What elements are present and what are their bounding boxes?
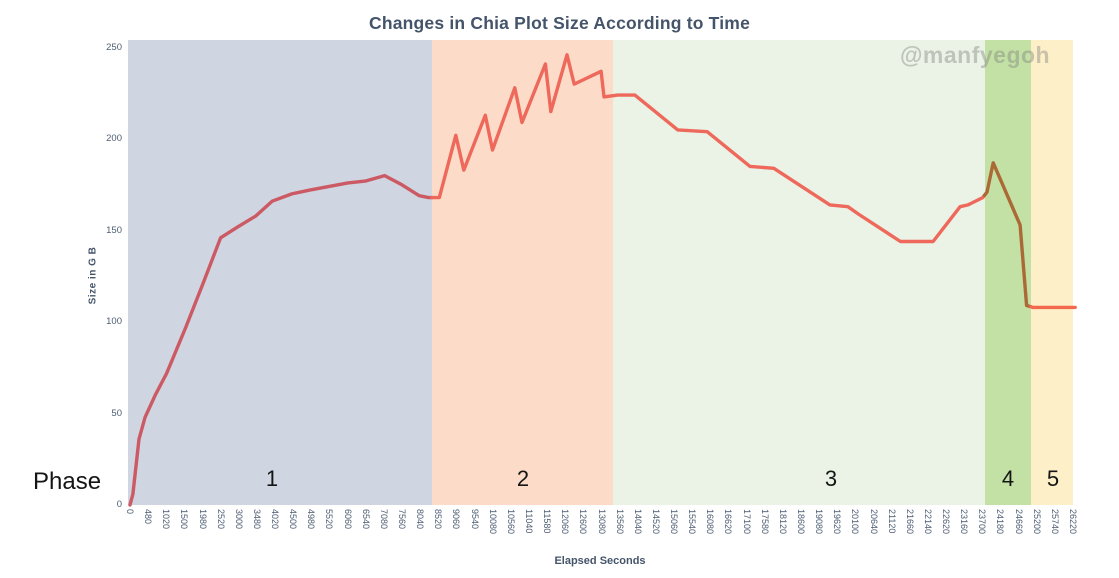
x-tick-label: 16620 bbox=[723, 509, 734, 535]
x-tick-label: 25740 bbox=[1049, 509, 1060, 535]
x-tick-label: 8040 bbox=[415, 509, 426, 530]
x-tick-label: 16080 bbox=[705, 509, 716, 535]
x-tick-label: 15060 bbox=[669, 509, 680, 535]
x-tick-label: 20100 bbox=[850, 509, 861, 535]
x-tick-label: 4500 bbox=[288, 509, 299, 530]
y-tick-label: 50 bbox=[111, 407, 122, 419]
y-tick-label: 0 bbox=[116, 499, 122, 510]
x-tick-label: 23160 bbox=[959, 509, 970, 535]
x-tick-label: 17580 bbox=[759, 509, 770, 535]
x-tick-label: 25200 bbox=[1031, 509, 1042, 535]
x-tick-label: 12600 bbox=[578, 509, 589, 535]
x-tick-label: 8520 bbox=[433, 509, 444, 530]
x-tick-label: 19620 bbox=[832, 509, 843, 535]
x-tick-label: 21120 bbox=[886, 509, 897, 534]
x-tick-label: 23700 bbox=[977, 509, 988, 535]
x-tick-label: 18120 bbox=[777, 509, 788, 535]
y-tick-label: 250 bbox=[106, 41, 122, 53]
x-tick-label: 6060 bbox=[342, 509, 353, 530]
x-tick-label: 4020 bbox=[270, 509, 281, 530]
x-tick-label: 13560 bbox=[614, 509, 625, 535]
x-tick-label: 4980 bbox=[306, 509, 317, 530]
x-tick-label: 15540 bbox=[687, 509, 698, 535]
x-tick-label: 7080 bbox=[378, 509, 389, 530]
phase-band-2 bbox=[432, 40, 613, 505]
x-tick-label: 11040 bbox=[523, 509, 534, 534]
x-tick-label: 14520 bbox=[650, 509, 661, 535]
x-tick-label: 9060 bbox=[451, 509, 462, 530]
x-tick-label: 9540 bbox=[469, 509, 480, 530]
x-tick-label: 0 bbox=[125, 509, 135, 515]
x-tick-label: 19080 bbox=[814, 509, 825, 535]
x-tick-label: 26220 bbox=[1068, 509, 1078, 535]
x-tick-label: 3000 bbox=[233, 509, 244, 530]
x-tick-label: 14040 bbox=[632, 509, 643, 535]
x-tick-label: 24660 bbox=[1013, 509, 1024, 535]
phase-number-4: 4 bbox=[1001, 466, 1015, 491]
chart-title: Changes in Chia Plot Size According to T… bbox=[368, 13, 750, 33]
x-tick-label: 22140 bbox=[922, 509, 933, 535]
phase-band-5 bbox=[1030, 40, 1073, 505]
x-tick-label: 2520 bbox=[215, 509, 226, 530]
x-tick-label: 10560 bbox=[505, 509, 516, 535]
x-tick-label: 3480 bbox=[251, 509, 262, 530]
x-axis-title: Elapsed Seconds bbox=[554, 555, 646, 567]
x-tick-label: 10080 bbox=[487, 509, 498, 535]
x-tick-label: 1500 bbox=[179, 509, 190, 530]
phase-band-3 bbox=[613, 40, 985, 505]
x-tick-label: 5520 bbox=[324, 509, 335, 530]
x-tick-label: 12060 bbox=[560, 509, 571, 535]
x-tick-label: 480 bbox=[143, 509, 154, 525]
x-tick-label: 18600 bbox=[795, 509, 806, 535]
phase-number-2: 2 bbox=[516, 466, 530, 491]
x-tick-label: 6540 bbox=[360, 509, 371, 530]
x-tick-label: 1020 bbox=[161, 509, 172, 530]
x-tick-label: 13080 bbox=[596, 509, 607, 535]
x-tick-label: 21660 bbox=[904, 509, 915, 535]
phase-band-4 bbox=[984, 40, 1031, 505]
phase-row-label: Phase bbox=[33, 468, 102, 495]
y-tick-label: 100 bbox=[106, 316, 122, 327]
x-tick-label: 17100 bbox=[741, 509, 752, 535]
y-axis-title: Size in G B bbox=[87, 246, 99, 305]
x-tick-label: 7560 bbox=[397, 509, 408, 530]
x-tick-label: 20640 bbox=[868, 509, 879, 535]
y-tick-label: 200 bbox=[106, 133, 122, 144]
phase-number-1: 1 bbox=[265, 466, 279, 491]
x-tick-label: 22620 bbox=[941, 509, 952, 535]
x-tick-label: 24180 bbox=[995, 509, 1006, 535]
x-tick-label: 1980 bbox=[197, 509, 208, 530]
y-tick-label: 150 bbox=[106, 224, 122, 236]
watermark: @manfyegoh bbox=[900, 42, 1051, 68]
x-tick-label: 11580 bbox=[542, 509, 553, 534]
phase-number-5: 5 bbox=[1046, 466, 1060, 491]
phase-band-1 bbox=[128, 40, 433, 505]
phase-number-3: 3 bbox=[824, 466, 838, 491]
